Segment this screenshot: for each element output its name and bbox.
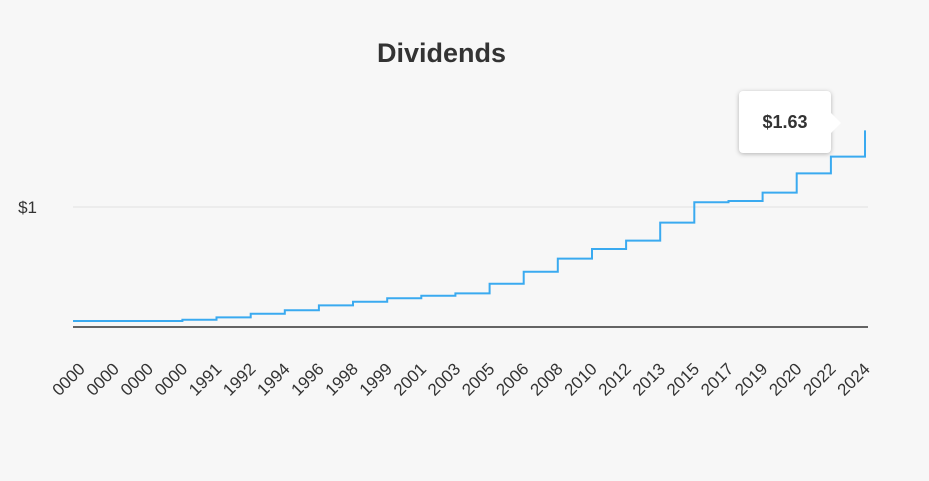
data-point-15[interactable] — [590, 247, 594, 251]
x-tick-label-20: 2019 — [731, 359, 771, 399]
data-point-20[interactable] — [761, 191, 765, 195]
data-point-2[interactable] — [146, 319, 150, 323]
x-tick-label-0: 0000 — [49, 359, 89, 399]
data-point-9[interactable] — [385, 296, 389, 300]
x-tick-label-23: 2024 — [834, 359, 874, 399]
x-tick-label-14: 2008 — [526, 359, 566, 399]
data-point-18[interactable] — [692, 200, 696, 204]
data-point-8[interactable] — [351, 300, 355, 304]
chart-title: Dividends — [376, 38, 507, 68]
tooltip-arrow — [831, 113, 841, 133]
x-tick-label-12: 2005 — [458, 359, 498, 399]
data-point-10[interactable] — [419, 294, 423, 298]
x-tick-label-13: 2006 — [492, 359, 532, 399]
data-point-12[interactable] — [488, 282, 492, 286]
x-tick-label-18: 2015 — [663, 359, 703, 399]
x-tick-label-6: 1994 — [253, 359, 293, 399]
data-point-0[interactable] — [78, 319, 82, 323]
x-tick-label-5: 1992 — [219, 359, 259, 399]
y-tick-label-0: $1 — [18, 198, 37, 217]
tooltip-value: $1.63 — [762, 111, 808, 132]
x-tick-label-16: 2012 — [595, 359, 635, 399]
x-tick-label-7: 1996 — [288, 359, 328, 399]
x-tick-label-22: 2022 — [800, 359, 840, 399]
series-line-0 — [73, 130, 866, 322]
data-point-17[interactable] — [658, 221, 662, 225]
x-tick-label-19: 2017 — [697, 359, 737, 399]
x-tick-label-8: 1998 — [322, 359, 362, 399]
x-tick-label-17: 2013 — [629, 359, 669, 399]
value-tooltip: $1.63 — [739, 91, 841, 153]
data-point-23[interactable] — [863, 129, 867, 133]
x-tick-label-15: 2010 — [561, 359, 601, 399]
x-tick-label-1: 0000 — [83, 359, 123, 399]
data-point-16[interactable] — [624, 239, 628, 243]
data-point-21[interactable] — [795, 171, 799, 175]
data-point-19[interactable] — [727, 199, 731, 203]
data-point-6[interactable] — [283, 308, 287, 312]
x-tick-label-4: 1991 — [185, 359, 225, 399]
data-point-7[interactable] — [317, 303, 321, 307]
x-tick-label-9: 1999 — [356, 359, 396, 399]
data-point-11[interactable] — [453, 291, 457, 295]
data-point-14[interactable] — [556, 257, 560, 261]
data-point-13[interactable] — [522, 270, 526, 274]
x-tick-label-2: 0000 — [117, 359, 157, 399]
data-point-4[interactable] — [215, 315, 219, 319]
x-tick-label-11: 2003 — [424, 359, 464, 399]
x-tick-label-3: 0000 — [151, 359, 191, 399]
x-tick-label-21: 2020 — [765, 359, 805, 399]
data-point-1[interactable] — [112, 319, 116, 323]
data-point-3[interactable] — [180, 318, 184, 322]
x-tick-label-10: 2001 — [390, 359, 430, 399]
data-point-5[interactable] — [249, 312, 253, 316]
data-point-22[interactable] — [829, 155, 833, 159]
